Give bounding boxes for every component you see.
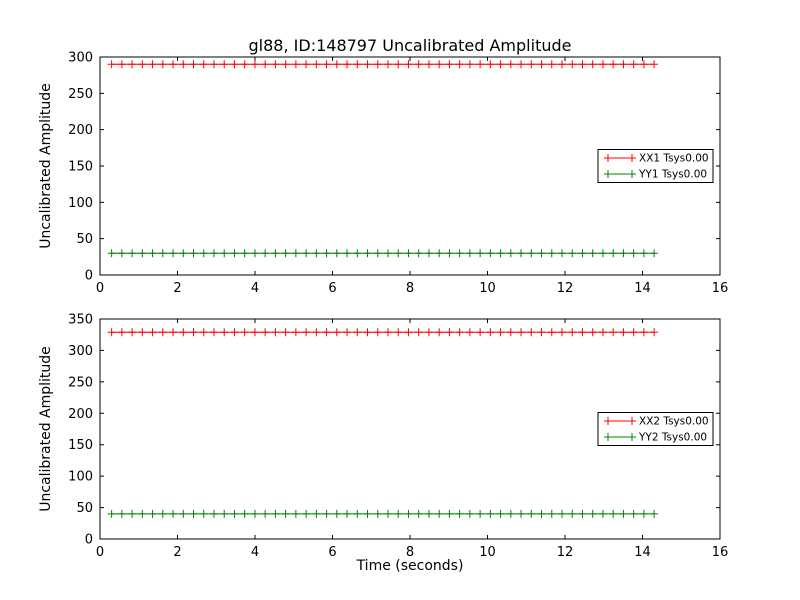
x-tick-label: 0 (96, 545, 104, 560)
x-tick-label: 14 (634, 281, 651, 296)
tick-marks-top (99, 56, 721, 276)
y-tick-label: 100 (68, 470, 93, 485)
x-tick-label: 16 (712, 545, 729, 560)
y-tick-label: 200 (68, 407, 93, 422)
legend-label: YY1 Tsys0.00 (638, 169, 707, 181)
y-tick-label: 300 (68, 344, 93, 359)
y-tick-label: 200 (68, 123, 93, 138)
x-tick-label: 16 (712, 281, 729, 296)
x-tick-label: 2 (173, 281, 181, 296)
x-tick-label: 4 (251, 545, 259, 560)
x-tick-label: 0 (96, 281, 104, 296)
x-tick-label: 10 (479, 281, 496, 296)
data-markers-YY2 (107, 509, 659, 518)
data-markers-XX2 (107, 328, 659, 337)
y-tick-label: 150 (68, 438, 93, 453)
y-tick-label: 350 (68, 313, 93, 328)
legend-label: YY2 Tsys0.00 (638, 432, 707, 444)
legend-sample-marker (604, 154, 636, 162)
x-tick-label: 10 (479, 545, 496, 560)
x-tick-label: 2 (173, 545, 181, 560)
x-tick-label: 8 (406, 281, 414, 296)
x-tick-label: 6 (328, 545, 336, 560)
y-tick-label: 250 (68, 375, 93, 390)
data-markers-XX1 (107, 60, 659, 69)
legend-sample-marker (604, 170, 636, 178)
y-tick-label: 50 (76, 501, 93, 516)
y-tick-label: 300 (68, 51, 93, 66)
data-markers-YY1 (107, 249, 659, 258)
x-tick-label: 12 (557, 281, 574, 296)
y-tick-label: 0 (85, 533, 93, 548)
tick-marks-bottom (99, 318, 721, 540)
x-tick-label: 4 (251, 281, 259, 296)
y-tick-label: 50 (76, 232, 93, 247)
y-tick-label: 150 (68, 160, 93, 175)
legend-box-bottom (597, 412, 714, 446)
y-axis-label-bottom: Uncalibrated Amplitude (38, 346, 54, 512)
x-tick-label: 12 (557, 545, 574, 560)
legend-sample-marker (604, 417, 636, 425)
legend-sample-marker (604, 433, 636, 441)
y-tick-label: 250 (68, 87, 93, 102)
legend-box-top (597, 149, 714, 183)
legend-label: XX1 Tsys0.00 (639, 153, 709, 165)
figure-title: gl88, ID:148797 Uncalibrated Amplitude (248, 36, 572, 55)
y-tick-label: 100 (68, 196, 93, 211)
y-axis-label-top: Uncalibrated Amplitude (38, 83, 54, 249)
x-tick-label: 8 (406, 545, 414, 560)
x-axis-label: Time (seconds) (356, 558, 464, 574)
x-tick-label: 14 (634, 545, 651, 560)
y-tick-label: 0 (85, 269, 93, 284)
legend-label: XX2 Tsys0.00 (639, 416, 709, 428)
x-tick-label: 6 (328, 281, 336, 296)
